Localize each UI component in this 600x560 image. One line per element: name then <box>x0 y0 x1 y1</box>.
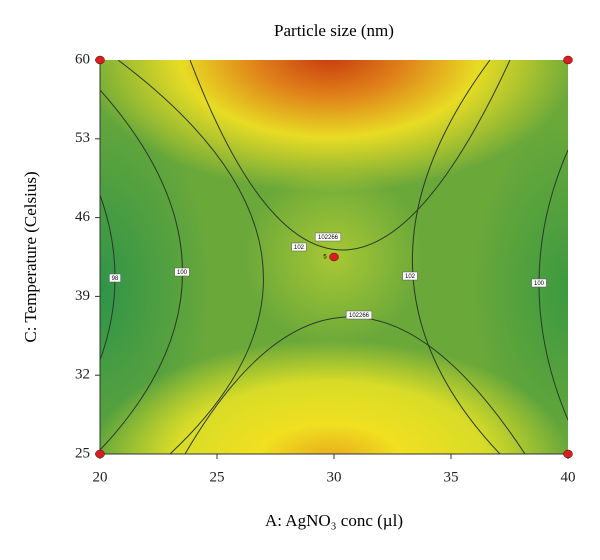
design-point <box>329 252 339 262</box>
y-tick-label: 53 <box>75 130 90 146</box>
design-point <box>95 449 105 459</box>
contour-label: 102 <box>294 245 305 251</box>
contour-label-box <box>109 273 121 283</box>
chart-title: Particle size (nm) <box>274 21 394 40</box>
contour-label-box <box>345 310 373 320</box>
contour-label-box <box>291 242 307 252</box>
x-axis-label: A: AgNO₃ conc (µl) <box>265 511 403 530</box>
y-tick-label: 60 <box>75 51 90 67</box>
contour-label: 102266 <box>318 235 339 241</box>
y-tick-label: 46 <box>75 209 91 225</box>
contour-label-box <box>531 278 547 288</box>
contour-label: 100 <box>177 270 188 276</box>
contour-label-box <box>314 232 342 242</box>
x-tick-label: 20 <box>93 469 108 485</box>
y-tick-label: 39 <box>75 288 90 304</box>
contour-label-box <box>402 271 418 281</box>
contour-label: 102266 <box>349 313 370 319</box>
x-tick-label: 30 <box>327 469 342 485</box>
contour-label-box <box>174 267 190 277</box>
x-tick-label: 35 <box>444 469 459 485</box>
design-point <box>95 55 105 65</box>
design-point <box>563 55 573 65</box>
y-tick-label: 25 <box>75 445 90 461</box>
contour-label: 98 <box>112 276 119 282</box>
y-tick-label: 32 <box>75 367 90 383</box>
y-axis-label: C: Temperature (Celsius) <box>21 171 40 342</box>
design-point <box>563 449 573 459</box>
contour-label: 102 <box>405 274 416 280</box>
contour-label: 100 <box>534 281 545 287</box>
x-tick-label: 40 <box>561 469 576 485</box>
center-point-label: 5 <box>323 255 327 261</box>
x-tick-label: 25 <box>210 469 225 485</box>
